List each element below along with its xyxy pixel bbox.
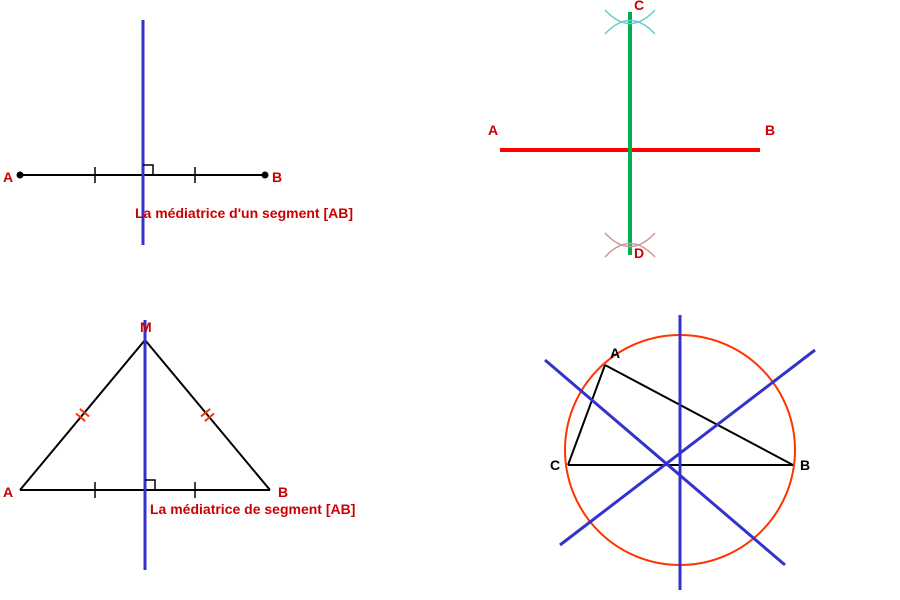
svg-text:M: M [140,319,152,335]
fig4-circumcircle: A B C [545,315,815,590]
svg-text:A: A [3,484,13,500]
svg-text:A: A [610,345,620,361]
svg-text:C: C [634,0,644,13]
fig3-caption: La médiatrice de segment [AB] [150,501,355,517]
fig1-caption: La médiatrice d'un segment [AB] [135,205,353,221]
svg-text:B: B [800,457,810,473]
fig2-construction: A B C D [488,0,775,261]
svg-text:A: A [3,169,13,185]
fig3-isoceles: A B M La médiatrice de segment [AB] [3,319,355,570]
svg-text:C: C [550,457,560,473]
svg-text:D: D [634,245,644,261]
svg-text:A: A [488,122,498,138]
svg-text:B: B [278,484,288,500]
diagram-canvas: A B La médiatrice d'un segment [AB] A B C D A B M… [0,0,900,600]
svg-text:B: B [765,122,775,138]
fig1-perp-bisector: A B La médiatrice d'un segment [AB] [3,20,353,245]
svg-text:B: B [272,169,282,185]
